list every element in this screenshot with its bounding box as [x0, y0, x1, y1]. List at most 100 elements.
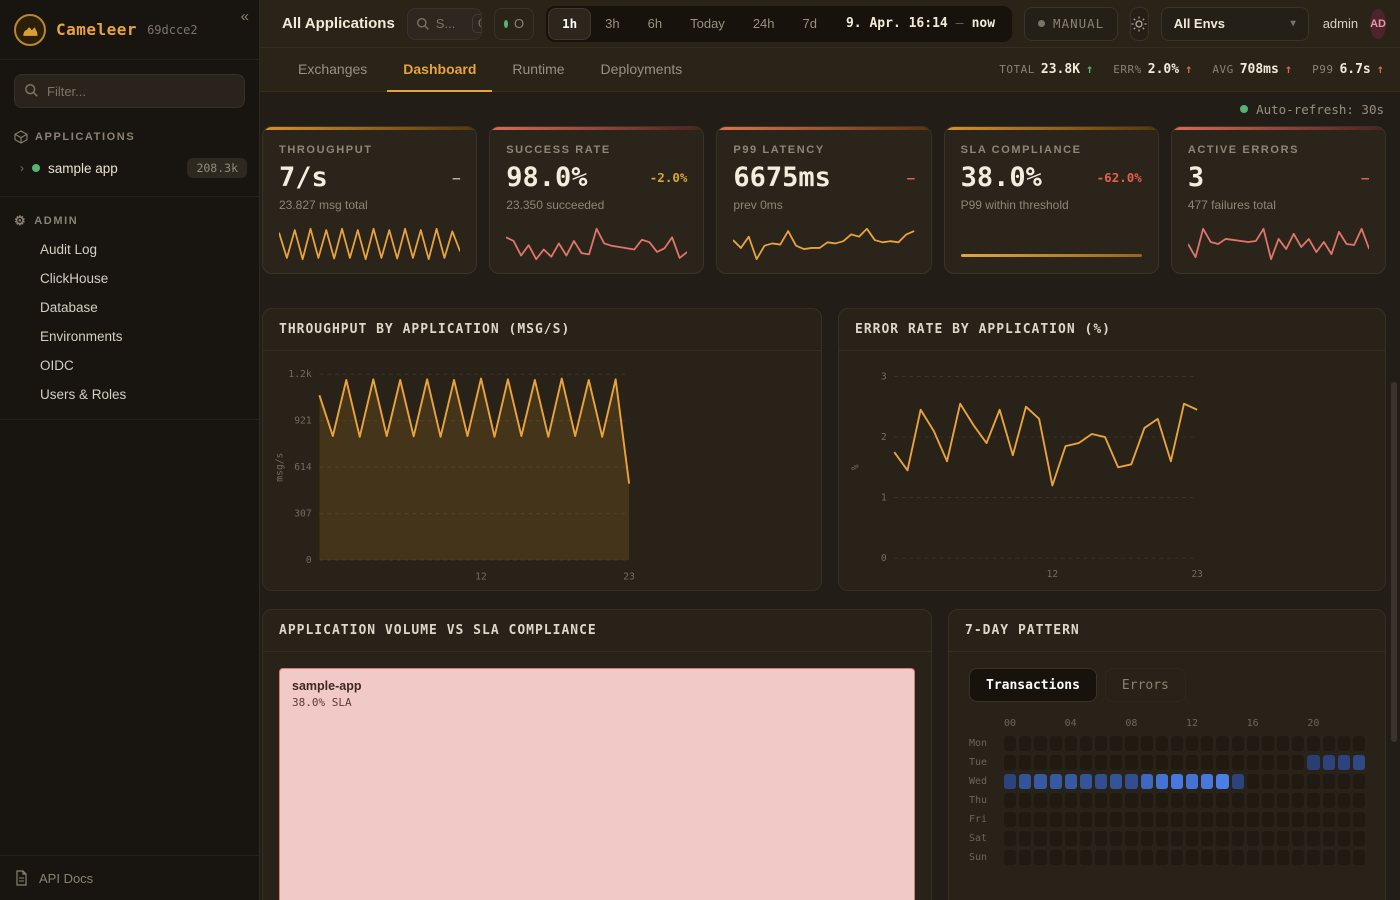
heatmap-cell [1231, 812, 1244, 827]
heatmap-day-label: Fri [969, 814, 988, 825]
range-button-3h[interactable]: 3h [592, 9, 632, 39]
heatmap-cell [1307, 755, 1320, 770]
heatmap-cell [1277, 850, 1290, 865]
svg-text:307: 307 [294, 509, 312, 520]
kpi-card-sla-compliance: SLA COMPLIANCE 38.0% -62.0% P99 within t… [943, 126, 1159, 274]
sidebar-item-users-roles[interactable]: Users & Roles [40, 387, 127, 402]
heatmap-cell [1231, 736, 1244, 751]
heatmap-cell [1186, 850, 1199, 865]
heatmap-cell [1322, 812, 1335, 827]
kpi-delta: – [1361, 170, 1370, 185]
range-button-6h[interactable]: 6h [635, 9, 675, 39]
range-button-7d[interactable]: 7d [790, 9, 830, 39]
heatmap-cell [1155, 850, 1168, 865]
kpi-subtext: prev 0ms [733, 198, 783, 212]
heatmap-cell [1019, 736, 1032, 751]
heatmap-cell [1049, 793, 1062, 808]
heatmap-cell [1004, 850, 1017, 865]
heatmap-cell [1201, 774, 1214, 789]
heatmap-cell [1277, 755, 1290, 770]
heatmap-cell [1277, 736, 1290, 751]
sidebar-collapse-icon[interactable]: « [240, 8, 249, 25]
heatmap-cell [1337, 755, 1350, 770]
heatmap-cell [1261, 850, 1274, 865]
heatmap-cell [1337, 850, 1350, 865]
heatmap-cell [1201, 793, 1214, 808]
status-pill[interactable]: O [494, 7, 535, 40]
range-button-24h[interactable]: 24h [740, 9, 788, 39]
heatmap-cell [1170, 736, 1183, 751]
weekly-heatmap: 00 04 08 12 16 20 Mon Tue Wed Thu Fri Sat Sun [969, 718, 1365, 865]
tab-runtime[interactable]: Runtime [512, 60, 565, 77]
throughput-area-chart: 0 307 614 921 1.2k 12 23 msg/s [275, 369, 635, 582]
heatmap-cell [1246, 774, 1259, 789]
heatmap-cell [1019, 755, 1032, 770]
svg-text:23: 23 [1191, 569, 1202, 580]
heatmap-cell [1246, 736, 1259, 751]
heatmap-cell [1170, 850, 1183, 865]
heatmap-cell [1322, 831, 1335, 846]
camel-logo-icon [14, 13, 46, 46]
svg-text:0: 0 [881, 553, 887, 564]
heatmap-cell [1125, 812, 1138, 827]
heatmap-hour-label: 00 [1004, 718, 1017, 729]
time-range-display[interactable]: 9. Apr. 16:14 – now [832, 16, 1009, 31]
svg-text:%: % [850, 464, 861, 470]
heatmap-cell [1064, 850, 1077, 865]
page-title: All Applications [282, 15, 395, 32]
range-button-1h[interactable]: 1h [549, 8, 591, 39]
heatmap-cell [1034, 793, 1047, 808]
chevron-right-icon[interactable]: › [20, 161, 24, 175]
heatmap-cell [1110, 850, 1123, 865]
filter-input[interactable] [14, 74, 245, 108]
heatmap-hour-label [1141, 718, 1153, 732]
range-start: 9. Apr. 16:14 [845, 16, 948, 31]
treemap-sla-value: 38.0% SLA [292, 696, 352, 709]
heatmap-hour-label [1095, 718, 1107, 732]
tab-exchanges[interactable]: Exchanges [298, 60, 368, 77]
global-search[interactable]: Ctrl+K [406, 7, 483, 40]
heatmap-cell [1125, 793, 1138, 808]
heatmap-cell [1049, 736, 1062, 751]
heatmap-cell [1155, 774, 1168, 789]
heatmap-cell [1095, 831, 1108, 846]
tab-dashboard[interactable]: Dashboard [387, 48, 493, 92]
sidebar-item-sample-app[interactable]: › sample app 208.3k [0, 150, 259, 186]
heatmap-cell [1064, 812, 1077, 827]
sidebar-item-environments[interactable]: Environments [40, 329, 123, 344]
sidebar-item-database[interactable]: Database [40, 300, 98, 315]
tab-errors[interactable]: Errors [1104, 668, 1186, 702]
heatmap-cell [1352, 812, 1365, 827]
gear-icon: ⚙ [14, 213, 28, 228]
range-button-today[interactable]: Today [677, 9, 738, 39]
sidebar-item-clickhouse[interactable]: ClickHouse [40, 271, 109, 286]
heatmap-cell [1277, 812, 1290, 827]
heatmap-cell [1216, 774, 1229, 789]
theme-toggle-button[interactable] [1130, 6, 1149, 41]
manual-mode-button[interactable]: MANUAL [1024, 6, 1119, 41]
heatmap-cell [1201, 850, 1214, 865]
search-input[interactable] [435, 16, 470, 31]
environment-select[interactable]: All Envs ▾ [1160, 6, 1309, 41]
applications-header-label: APPLICATIONS [35, 131, 136, 143]
tab-deployments[interactable]: Deployments [600, 60, 683, 77]
sidebar-item-oidc[interactable]: OIDC [40, 358, 74, 373]
user-avatar[interactable]: AD [1370, 8, 1386, 39]
sidebar-item-audit-log[interactable]: Audit Log [40, 242, 98, 257]
heatmap-hour-label [1353, 718, 1365, 732]
heatmap-cell [1079, 812, 1092, 827]
heatmap-cell [1110, 774, 1123, 789]
sidebar-item-api-docs[interactable]: API Docs [0, 855, 259, 900]
heatmap-cell [1261, 831, 1274, 846]
kpi-accent-stripe [1171, 127, 1386, 130]
heatmap-cell [1155, 755, 1168, 770]
kpi-value: 6675ms [733, 162, 831, 193]
heatmap-hour-label: 20 [1307, 718, 1320, 729]
treemap-box[interactable]: sample-app 38.0% SLA [279, 668, 915, 900]
heatmap-hour-label: 12 [1186, 718, 1199, 729]
heatmap-cell [1216, 736, 1229, 751]
svg-text:msg/s: msg/s [275, 453, 286, 482]
heatmap-cell [1140, 812, 1153, 827]
tab-transactions[interactable]: Transactions [969, 668, 1097, 702]
scrollbar-thumb[interactable] [1391, 382, 1397, 742]
